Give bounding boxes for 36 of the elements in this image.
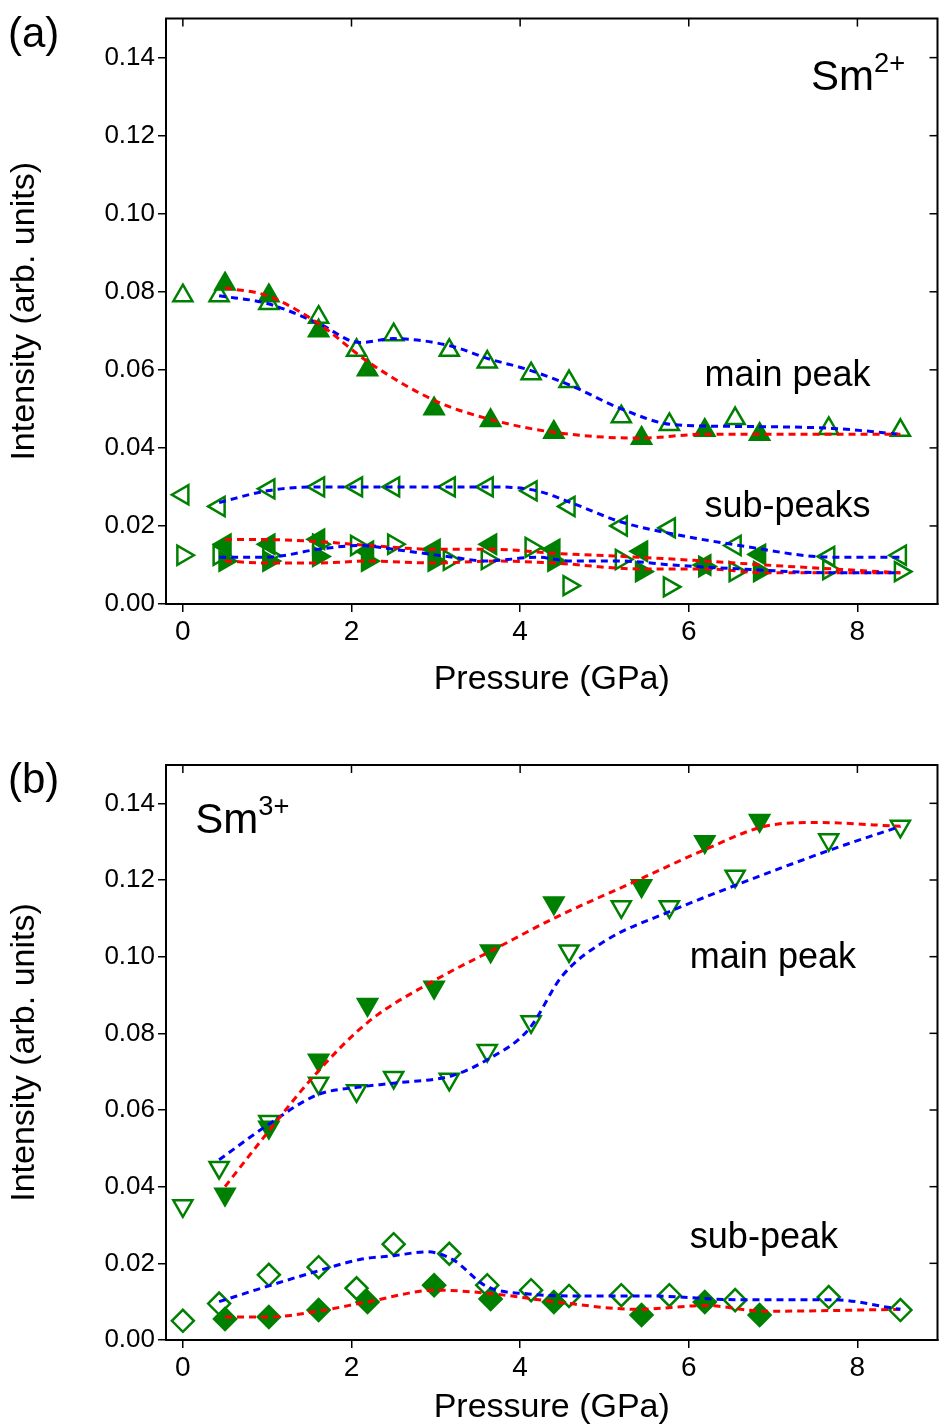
x-axis-title: Pressure (GPa) [433,1385,670,1424]
y-tick-label: 0.00 [104,587,155,618]
y-tick-label: 0.12 [104,118,155,149]
y-tick-label: 0.02 [104,1246,155,1277]
x-axis-title: Pressure (GPa) [433,657,670,696]
x-tick-label: 6 [680,614,697,646]
y-tick-label: 0.12 [104,863,155,894]
x-tick-label: 0 [175,1350,191,1382]
y-tick-label: 0.04 [104,431,155,462]
x-tick-label: 8 [849,614,866,646]
y-tick-label: 0.10 [104,939,155,970]
y-axis-title: Intensity (arb. units) [2,903,41,1202]
x-tick-label: 4 [512,614,528,646]
x-tick-label: 2 [343,614,360,646]
y-tick-label: 0.00 [104,1323,155,1354]
x-tick-label: 4 [512,1350,528,1382]
chart-title: (a) [8,8,60,56]
y-tick-label: 0.06 [104,1093,155,1124]
y-tick-label: 0.02 [104,509,155,540]
annotation: main peak [689,934,857,976]
y-tick-label: 0.06 [104,353,155,384]
y-tick-label: 0.08 [104,274,155,305]
chart-title: (b) [8,755,60,802]
annotation: main peak [704,353,872,395]
x-tick-label: 0 [175,614,191,646]
y-tick-label: 0.10 [104,196,155,227]
y-tick-label: 0.08 [104,1016,155,1047]
y-axis-title: Intensity (arb. units) [2,162,41,461]
y-tick-label: 0.14 [104,40,155,71]
annotation: sub-peak [689,1215,839,1256]
y-tick-label: 0.04 [104,1169,155,1200]
x-tick-label: 2 [343,1350,360,1382]
x-tick-label: 8 [849,1350,866,1382]
annotation: sub-peaks [704,483,871,525]
y-tick-label: 0.14 [104,786,155,817]
x-tick-label: 6 [680,1350,697,1382]
